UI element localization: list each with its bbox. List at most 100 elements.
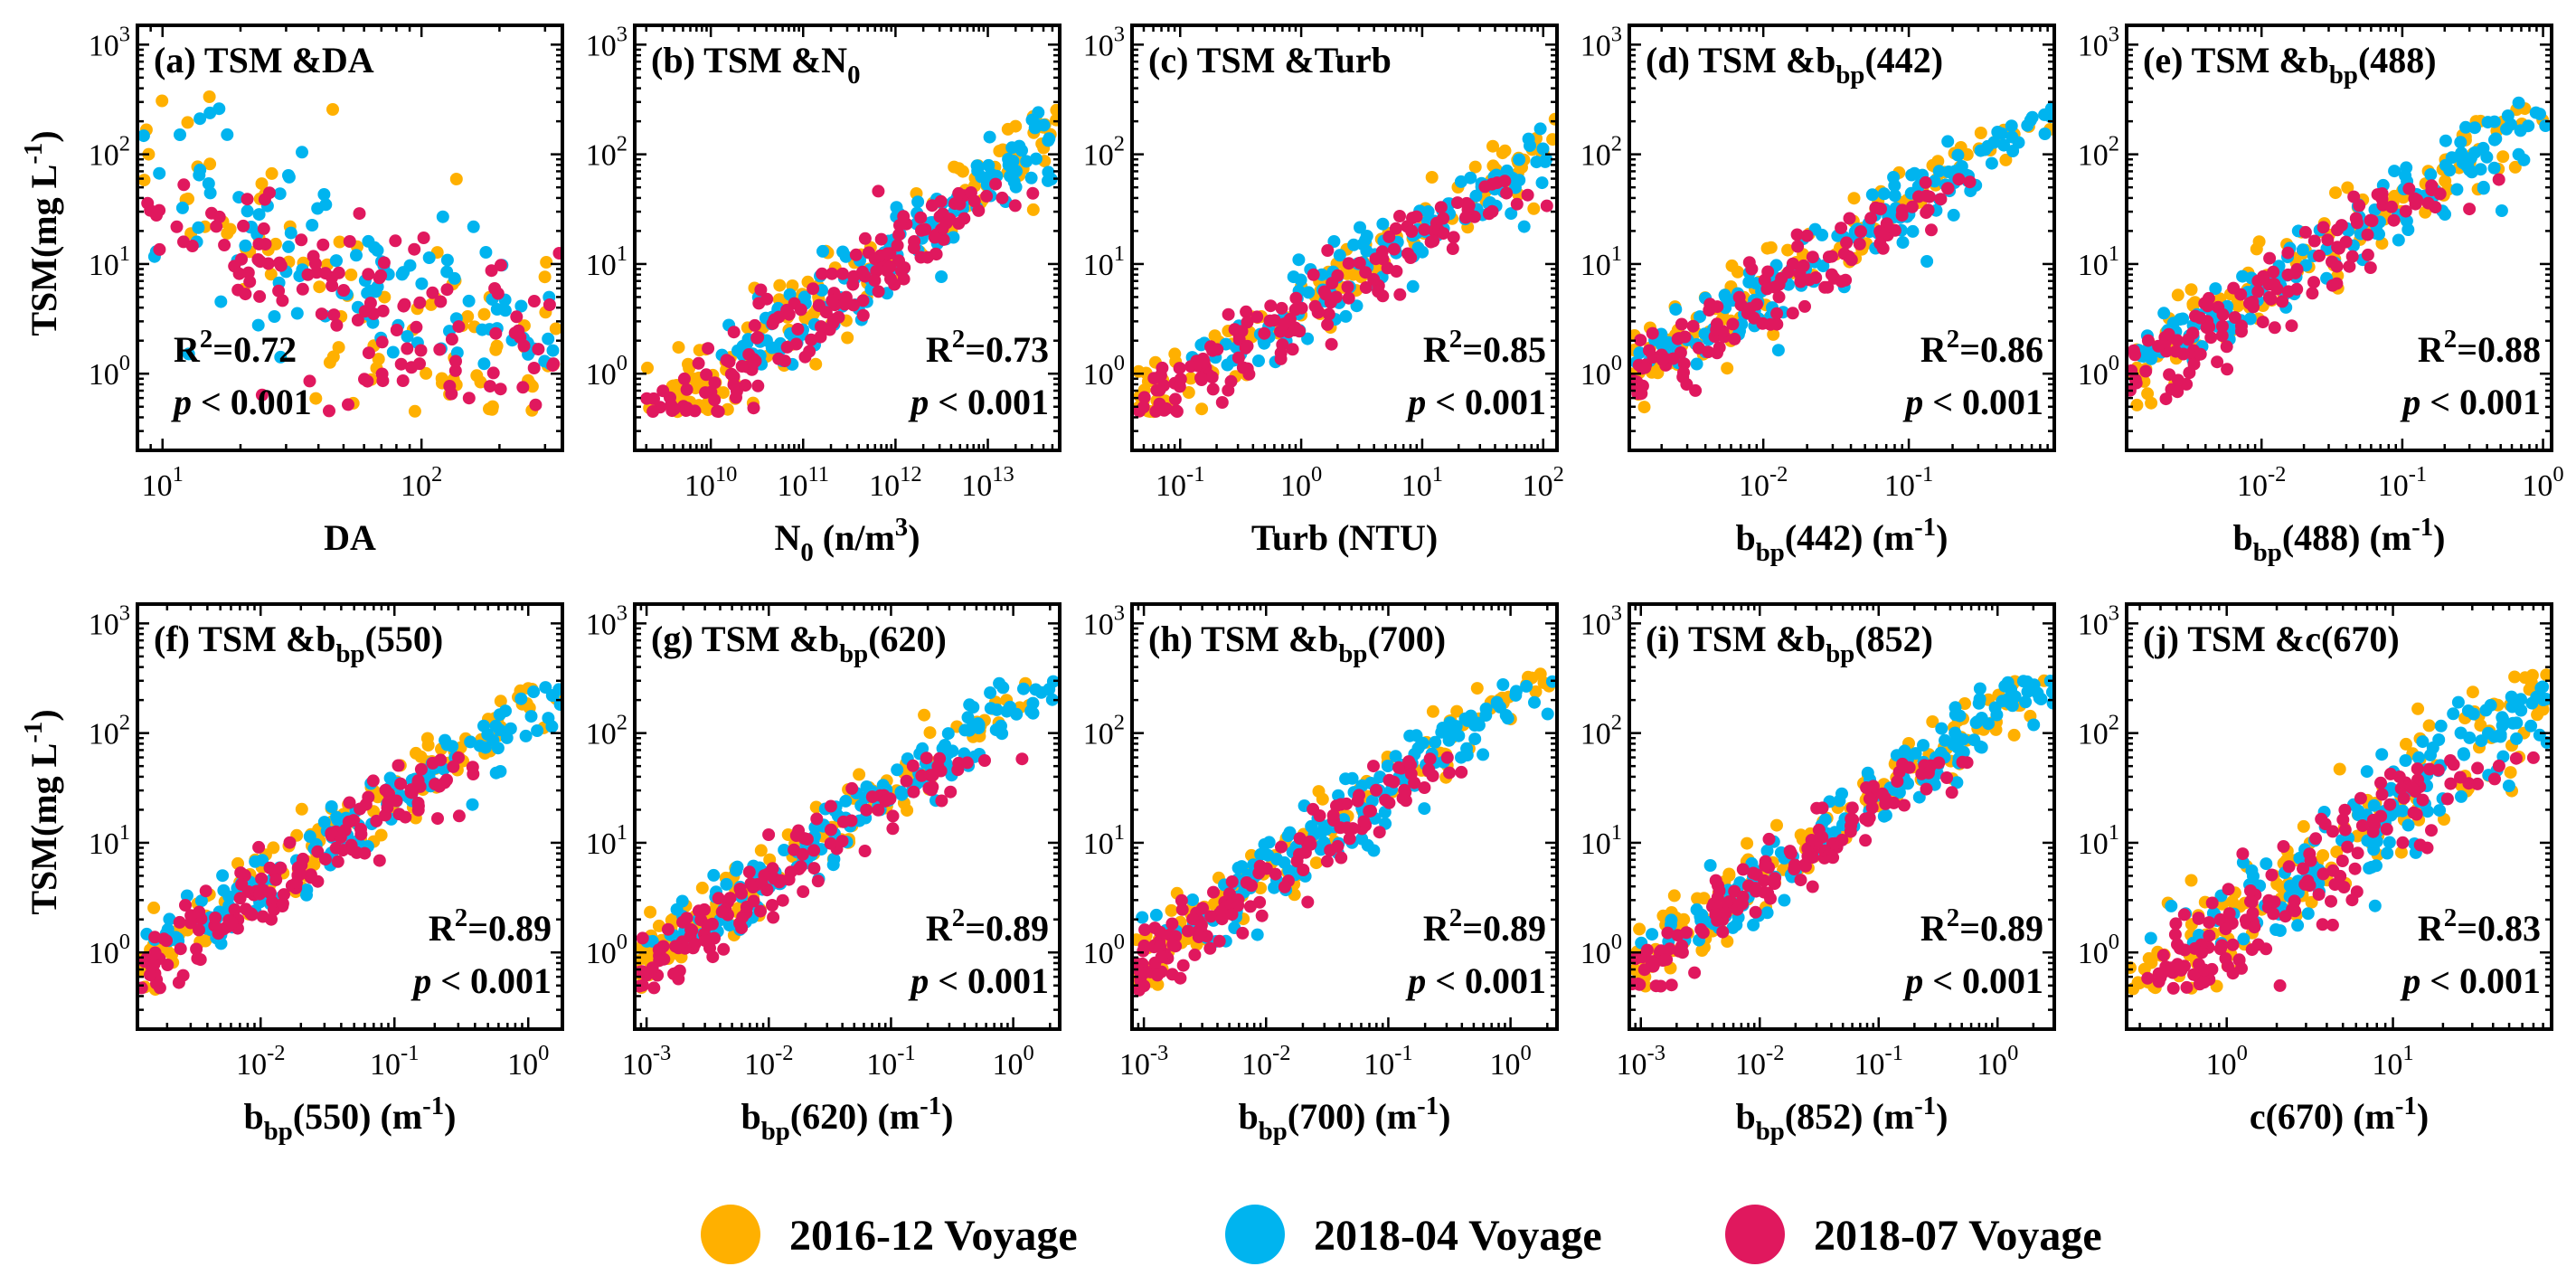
- scatter-point: [2177, 908, 2191, 922]
- scatter-point: [1973, 682, 1986, 695]
- scatter-point: [1689, 383, 1703, 397]
- scatter-point: [2268, 895, 2281, 909]
- scatter-point: [1935, 722, 1949, 735]
- scatter-point: [1309, 856, 1323, 870]
- scatter-point: [1015, 144, 1028, 157]
- scatter-point: [377, 256, 391, 269]
- scatter-point: [1319, 823, 1333, 836]
- scatter-point: [838, 298, 852, 311]
- scatter-point: [1007, 175, 1021, 189]
- y-tick-label: 103: [2078, 22, 2119, 62]
- scatter-point: [695, 881, 709, 894]
- scatter-point: [2276, 295, 2289, 308]
- scatter-point: [350, 249, 363, 262]
- scatter-point: [1500, 186, 1514, 200]
- p-value-label: p < 0.001: [1405, 382, 1546, 422]
- scatter-point: [1985, 156, 1998, 170]
- scatter-point: [730, 864, 743, 877]
- scatter-point: [1305, 819, 1318, 833]
- scatter-point: [235, 252, 248, 266]
- scatter-point: [1401, 247, 1414, 260]
- scatter-point: [1902, 761, 1916, 774]
- scatter-point: [490, 339, 504, 353]
- scatter-point: [431, 812, 444, 826]
- scatter-point: [2392, 770, 2406, 783]
- scatter-point: [1747, 918, 1760, 931]
- scatter-point: [1194, 371, 1207, 384]
- scatter-point: [2383, 836, 2396, 849]
- scatter-point: [1459, 211, 1473, 224]
- scatter-point: [1002, 153, 1015, 165]
- scatter-point: [835, 835, 849, 848]
- scatter-point: [190, 942, 203, 956]
- scatter-point: [1736, 863, 1750, 876]
- scatter-point: [1387, 242, 1401, 256]
- scatter-point: [163, 912, 176, 926]
- scatter-point: [2539, 119, 2552, 132]
- scatter-point: [1843, 212, 1856, 225]
- scatter-point: [892, 228, 906, 241]
- scatter-point: [408, 242, 421, 256]
- scatter-point: [445, 333, 458, 346]
- scatter-point: [2496, 150, 2510, 164]
- scatter-point: [1301, 332, 1315, 345]
- scatter-point: [1939, 733, 1951, 747]
- scatter-point: [397, 266, 410, 279]
- scatter-point: [383, 771, 397, 785]
- scatter-point: [1415, 737, 1428, 751]
- scatter-point: [891, 763, 904, 777]
- r-squared-label: R2=0.85: [1423, 325, 1546, 370]
- scatter-point: [1778, 893, 1791, 907]
- scatter-point: [362, 346, 375, 360]
- scatter-point: [2267, 265, 2280, 279]
- scatter-point: [1906, 224, 1920, 238]
- scatter-point: [1297, 864, 1310, 876]
- scatter-points-a: [137, 90, 562, 418]
- scatter-point: [2463, 731, 2477, 744]
- scatter-point: [1367, 272, 1381, 286]
- scatter-point: [2536, 680, 2550, 694]
- scatter-point: [827, 853, 841, 865]
- scatter-point: [1329, 290, 1343, 304]
- scatter-point: [1410, 210, 1423, 223]
- scatter-point: [1865, 801, 1879, 815]
- scatter-point: [2425, 824, 2438, 837]
- scatter-point: [467, 768, 480, 780]
- scatter-point: [1026, 203, 1040, 216]
- y-tick-label: 100: [89, 351, 130, 392]
- scatter-point: [886, 822, 900, 836]
- scatter-point: [1307, 268, 1320, 281]
- scatter-point: [2002, 692, 2015, 705]
- scatter-point: [2298, 225, 2312, 239]
- scatter-point: [2422, 719, 2436, 733]
- scatter-point: [1658, 953, 1672, 967]
- scatter-point: [433, 343, 447, 356]
- scatter-point: [527, 295, 541, 307]
- scatter-point: [358, 846, 372, 860]
- scatter-point: [315, 307, 328, 321]
- scatter-point: [368, 241, 382, 254]
- scatter-point: [2433, 804, 2447, 818]
- scatter-point: [2252, 235, 2266, 249]
- axes-frame: [136, 24, 564, 452]
- scatter-point: [680, 912, 694, 925]
- scatter-point: [379, 808, 392, 822]
- scatter-point: [1725, 259, 1739, 272]
- scatter-point: [739, 379, 752, 392]
- p-value-label: p < 0.001: [908, 960, 1049, 1001]
- scatter-point: [1747, 866, 1760, 880]
- scatter-point: [411, 774, 425, 788]
- scatter-point: [1863, 225, 1876, 239]
- scatter-point: [911, 195, 925, 209]
- scatter-point: [807, 862, 821, 875]
- scatter-point: [2307, 276, 2320, 289]
- scatter-point: [1920, 189, 1933, 203]
- scatter-point: [1656, 354, 1669, 367]
- x-tick-label: 10-1: [1156, 462, 1204, 503]
- scatter-point: [2244, 894, 2257, 908]
- x-tick-label: 10-1: [1854, 1041, 1903, 1082]
- scatter-point: [1847, 192, 1861, 205]
- scatter-point: [1203, 941, 1217, 955]
- scatter-point: [2221, 363, 2234, 376]
- legend-label-2016-12: 2016-12 Voyage: [789, 1212, 1078, 1260]
